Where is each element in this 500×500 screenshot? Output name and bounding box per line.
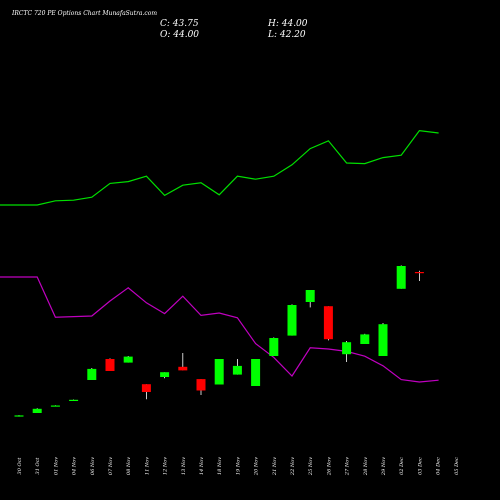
candle — [50, 405, 60, 407]
x-tick-label: 20 Nov — [254, 457, 260, 476]
candles — [14, 265, 424, 417]
candle-body — [396, 266, 406, 289]
candle-body — [50, 405, 60, 407]
candle — [232, 359, 242, 375]
candle — [69, 399, 79, 401]
candle — [287, 304, 297, 336]
x-tick-label: 31 Oct — [35, 457, 41, 475]
x-tick-label: 21 Nov — [272, 457, 278, 476]
x-tick-label: 07 Nov — [108, 457, 114, 475]
x-tick-label: 27 Nov — [345, 457, 351, 476]
candle-body — [69, 399, 79, 401]
candle-body — [105, 359, 115, 371]
candle — [196, 379, 206, 395]
candle — [123, 356, 133, 363]
x-tick-label: 12 Nov — [163, 457, 169, 475]
candle — [32, 408, 42, 413]
candle-body — [87, 368, 97, 380]
candle — [251, 359, 261, 386]
x-tick-label: 26 Nov — [326, 457, 332, 476]
x-tick-label: 18 Nov — [217, 457, 223, 475]
high-readout: H: 44.00 — [267, 19, 308, 29]
x-tick-label: 30 Oct — [17, 457, 23, 475]
candle-body — [323, 306, 333, 340]
candle — [105, 358, 115, 371]
candle — [87, 368, 97, 380]
x-tick-label: 22 Nov — [290, 457, 296, 476]
x-tick-label: 08 Nov — [126, 457, 132, 475]
x-tick-label: 25 Nov — [308, 457, 314, 476]
x-tick-label: 05 Dec — [454, 457, 460, 475]
candle-body — [123, 356, 133, 363]
indicator-line-2 — [0, 276, 439, 383]
candle-body — [251, 359, 261, 386]
candle — [378, 323, 388, 356]
candle — [14, 415, 24, 417]
candle-body — [232, 365, 242, 375]
x-tick-label: 14 Nov — [199, 457, 205, 475]
candle-body — [160, 372, 170, 377]
x-tick-label: 02 Dec — [399, 457, 405, 475]
candle-body — [287, 305, 297, 336]
candle — [323, 306, 333, 341]
candle-body — [196, 379, 206, 391]
low-readout: L: 42.20 — [267, 30, 306, 40]
x-tick-label: 29 Nov — [381, 457, 387, 476]
candle-body — [32, 408, 42, 413]
candle-body — [378, 324, 388, 356]
x-tick-label: 11 Nov — [144, 457, 150, 475]
candle-body — [14, 415, 24, 417]
x-tick-label: 01 Nov — [53, 457, 59, 475]
candle-body — [305, 290, 315, 302]
open-readout: O: 44.00 — [160, 30, 199, 40]
candle — [178, 353, 188, 371]
indicator-line-1 — [0, 129, 439, 206]
candle — [305, 290, 315, 308]
x-axis-ticks: 30 Oct 31 Oct 01 Nov 04 Nov 06 Nov 07 Nov 08 N… — [17, 457, 460, 476]
candle-body — [141, 384, 151, 392]
close-readout: C: 43.75 — [160, 19, 199, 29]
x-tick-label: 06 Nov — [90, 457, 96, 475]
x-tick-label: 03 Dec — [417, 457, 423, 475]
x-tick-label: 04 Dec — [436, 457, 442, 475]
chart-title: IRCTC 720 PE Options Chart MunafaSutra.c… — [11, 10, 157, 17]
candle-body — [214, 359, 224, 385]
candle — [141, 384, 151, 400]
candle-body — [269, 338, 279, 356]
candle — [269, 337, 279, 356]
x-tick-label: 13 Nov — [181, 457, 187, 475]
x-tick-label: 28 Nov — [363, 457, 369, 476]
candle — [342, 341, 352, 362]
indicator-lines — [0, 129, 439, 383]
candle-body — [360, 334, 370, 344]
x-tick-label: 04 Nov — [72, 457, 78, 475]
candle — [160, 372, 170, 379]
candle-body — [342, 342, 352, 355]
x-tick-label: 19 Nov — [235, 457, 241, 475]
candle — [396, 265, 406, 289]
candle-body — [414, 272, 424, 274]
candle-body — [178, 366, 188, 371]
candle — [360, 333, 370, 344]
candle — [214, 359, 224, 385]
candle — [414, 270, 424, 281]
